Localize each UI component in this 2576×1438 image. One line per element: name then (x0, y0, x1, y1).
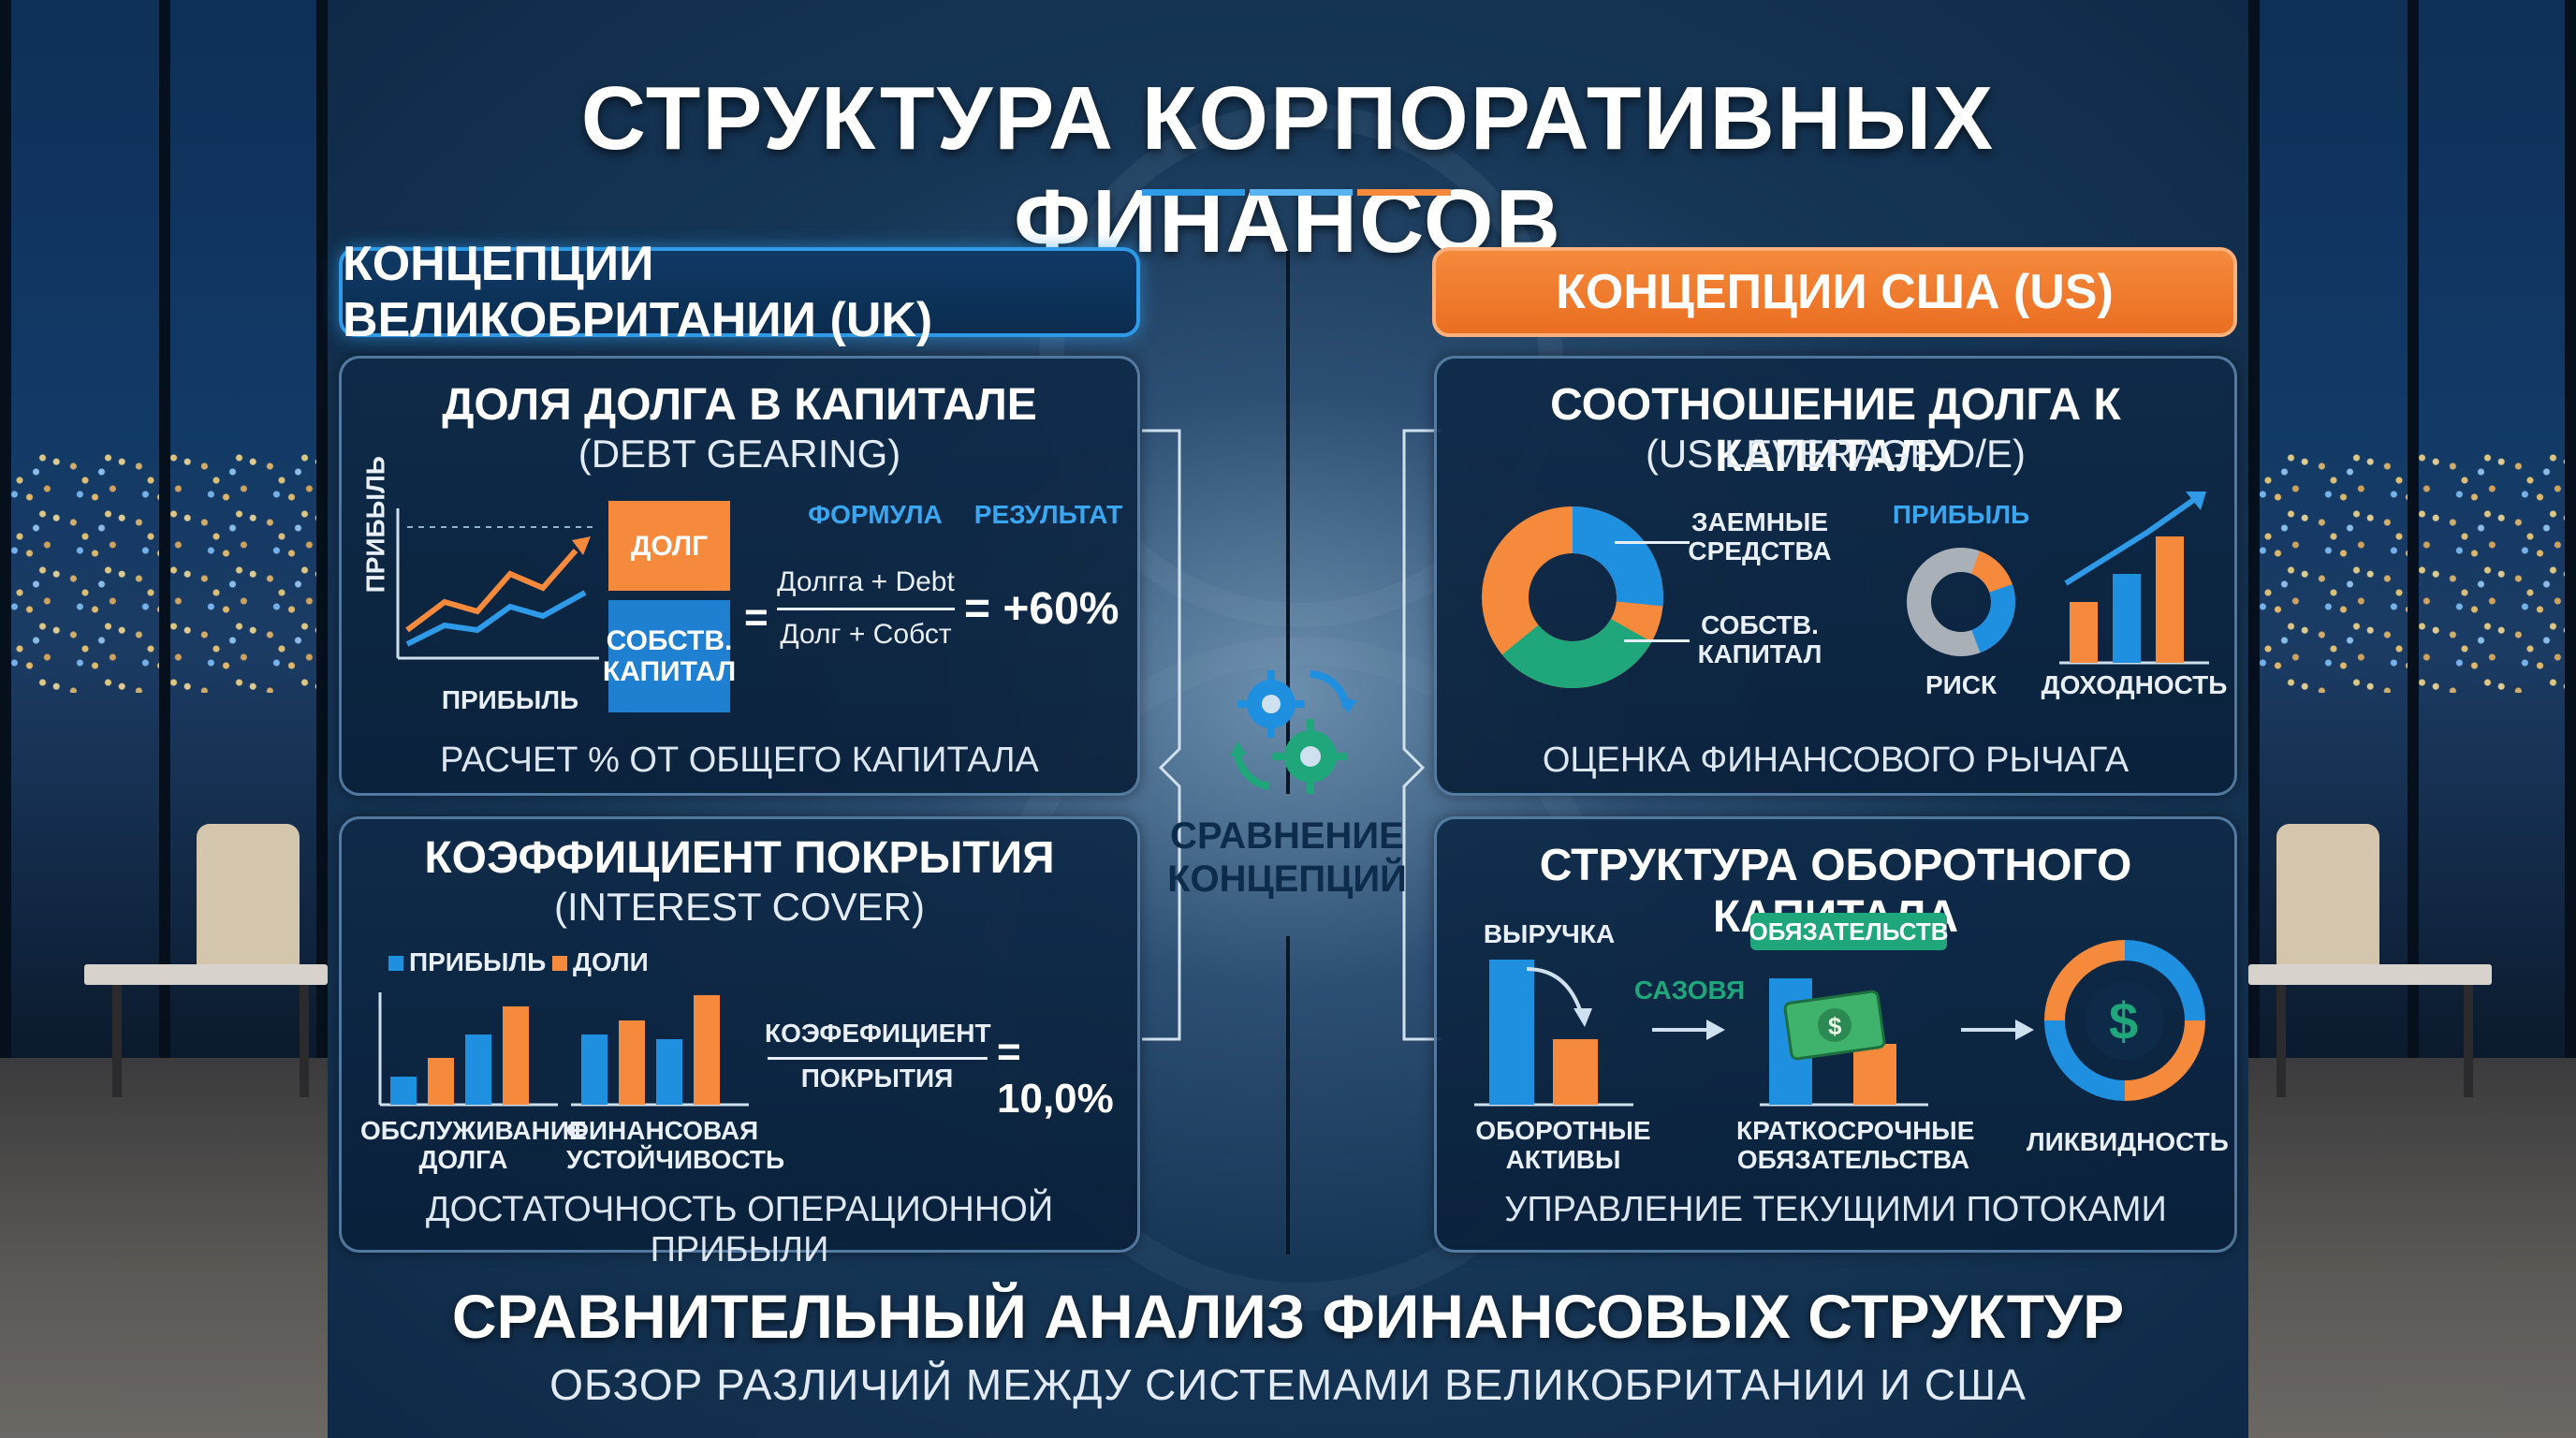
interest-cover-subtitle: (INTEREST COVER) (554, 885, 925, 929)
short-term-liabilities-label: КРАТКОСРОЧНЫЕ ОБЯЗАТЕЛЬСТВА (1736, 1116, 1975, 1174)
office-chair (2276, 824, 2379, 983)
debt-gearing-result: = +60% (964, 584, 1120, 634)
bracket-connectors (1142, 429, 1442, 1041)
title-underline-lightblue (1250, 189, 1353, 196)
us-leverage-footer: ОЦЕНКА ФИНАНСОВОГО РЫЧАГА (1542, 741, 2130, 780)
us-section-header: КОНЦЕПЦИИ США (US) (1432, 247, 2237, 337)
ratio-numerator: КОЭФЕФИЦИЕНТ (765, 1019, 991, 1048)
donut-leader-line (1624, 639, 1690, 642)
debt-equity-donut-chart (1482, 506, 1663, 688)
us-leverage-subtitle: (US LEVERAGE D/E) (1645, 432, 2027, 476)
financial-stability-bar-chart (571, 995, 749, 1107)
title-underline-orange (1357, 189, 1451, 196)
return-bar-chart (2059, 492, 2209, 665)
current-assets-bar-chart (1474, 960, 1633, 1107)
liquidity-label: ЛИКВИДНОСТЬ (2027, 1127, 2229, 1156)
profit-label: ПРИБЫЛЬ (1892, 500, 2030, 529)
debt-gearing-footer: РАСЧЕТ % ОТ ОБЩЕГО КАПИТАЛА (440, 741, 1039, 780)
flow-arrow-icon (1961, 1020, 2034, 1040)
legend-profit-swatch (388, 956, 403, 971)
compare-concepts-label: СРАВНЕНИЕ КОНЦЕПЦИЙ (1167, 815, 1407, 900)
us-leverage-card: СООТНОШЕНИЕ ДОЛГА К КАПИТАЛУ (US LEVERAG… (1434, 356, 2237, 796)
risk-label: РИСК (1925, 670, 1998, 699)
liabilities-badge: ОБЯЗАТЕЛЬСТВ (1749, 913, 1949, 950)
flow-arrow-icon (1652, 1020, 1725, 1040)
debt-gearing-subtitle: (DEBT GEARING) (578, 432, 901, 476)
office-desk (2248, 964, 2492, 985)
center-divider-bottom (1286, 936, 1290, 1255)
office-background-right (2248, 0, 2576, 1438)
ratio-denominator: ПОКРЫТИЯ (800, 1064, 954, 1093)
main-panel: СТРУКТУРА КОРПОРАТИВНЫХ ФИНАНСОВ КОНЦЕПЦ… (328, 0, 2248, 1438)
chart-x-axis-label: ПРИБЫЛЬ (441, 685, 579, 714)
office-background-left (0, 0, 328, 1438)
equity-label: СОБСТВ. КАПИТАЛ (1697, 610, 1822, 668)
liabilities-chart: $ (1760, 978, 1928, 1107)
borrowed-funds-label: ЗАЕМНЫЕ СРЕДСТВА (1688, 507, 1832, 565)
svg-text:$: $ (2109, 991, 2138, 1050)
interest-cover-title: КОЭФФИЦИЕНТ ПОКРЫТИЯ (424, 833, 1055, 883)
ratio-fraction-bar (768, 1057, 988, 1060)
center-divider-top (1286, 251, 1290, 794)
flow-arrow-label: САЗОВЯ (1633, 976, 1746, 1005)
title-underline-blue (1142, 189, 1245, 196)
formula-numerator: Долгга + Debt (777, 566, 955, 597)
donut-leader-line (1615, 541, 1690, 544)
formula-denominator: Долг + Собст (780, 619, 952, 650)
us-leverage-title: СООТНОШЕНИЕ ДОЛГА К КАПИТАЛУ (1550, 380, 2121, 481)
office-desk (84, 964, 328, 985)
debt-service-label: ОБСЛУЖИВАНИЕ ДОЛГА (360, 1116, 587, 1174)
footer-subtitle: ОБЗОР РАЗЛИЧИЙ МЕЖДУ СИСТЕМАМИ ВЕЛИКОБРИ… (549, 1360, 2027, 1409)
legend-shares-label: ДОЛИ (573, 947, 649, 976)
profit-line-chart (396, 508, 599, 660)
result-label: РЕЗУЛЬТАТ (973, 500, 1123, 529)
interest-cover-result: = 10,0% (997, 1029, 1114, 1122)
debt-gearing-title: ДОЛЯ ДОЛГА В КАПИТАЛЕ (442, 380, 1037, 430)
uk-section-header: КОНЦЕПЦИИ ВЕЛИКОБРИТАНИИ (UK) (339, 237, 1140, 347)
interest-cover-footer: ДОСТАТОЧНОСТЬ ОПЕРАЦИОННОЙ ПРИБЫЛИ (425, 1190, 1054, 1269)
debt-box: ДОЛГ (608, 501, 730, 591)
footer-title: СРАВНИТЕЛЬНЫЙ АНАЛИЗ ФИНАНСОВЫХ СТРУКТУР (451, 1282, 2125, 1351)
liquidity-cycle-icon: $ (2044, 940, 2205, 1101)
working-capital-footer: УПРАВЛЕНИЕ ТЕКУЩИМИ ПОТОКАМИ (1504, 1190, 2167, 1229)
return-label: ДОХОДНОСТЬ (2041, 670, 2228, 699)
formula-fraction-bar (777, 608, 955, 610)
debt-service-bar-chart (378, 992, 558, 1107)
revenue-label: ВЫРУЧКА (1483, 919, 1616, 948)
current-assets-label: ОБОРОТНЫЕ АКТИВЫ (1475, 1116, 1651, 1174)
legend-shares-swatch (552, 956, 567, 971)
interest-cover-card: КОЭФФИЦИЕНТ ПОКРЫТИЯ (INTEREST COVER) ПР… (339, 816, 1140, 1269)
debt-gearing-card: ДОЛЯ ДОЛГА В КАПИТАЛЕ (DEBT GEARING) ПРИ… (339, 356, 1140, 796)
formula-equals-sign: = (744, 594, 768, 640)
office-chair (197, 824, 300, 983)
risk-donut-chart (1907, 548, 2015, 656)
legend-profit-label: ПРИБЫЛЬ (409, 947, 547, 976)
formula-label: ФОРМУЛА (808, 500, 943, 529)
chart-y-axis-label: ПРИБЫЛЬ (360, 456, 390, 594)
equity-box: СОБСТВ. КАПИТАЛ (603, 600, 736, 712)
page-title: СТРУКТУРА КОРПОРАТИВНЫХ ФИНАНСОВ (580, 68, 1996, 271)
svg-text:$: $ (1828, 1012, 1842, 1040)
gears-cycle-icon (1230, 670, 1357, 794)
working-capital-card: СТРУКТУРА ОБОРОТНОГО КАПИТАЛА ВЫРУЧКА СА… (1434, 816, 2237, 1253)
financial-stability-label: ФИНАНСОВАЯ УСТОЙЧИВОСТЬ (566, 1116, 785, 1174)
